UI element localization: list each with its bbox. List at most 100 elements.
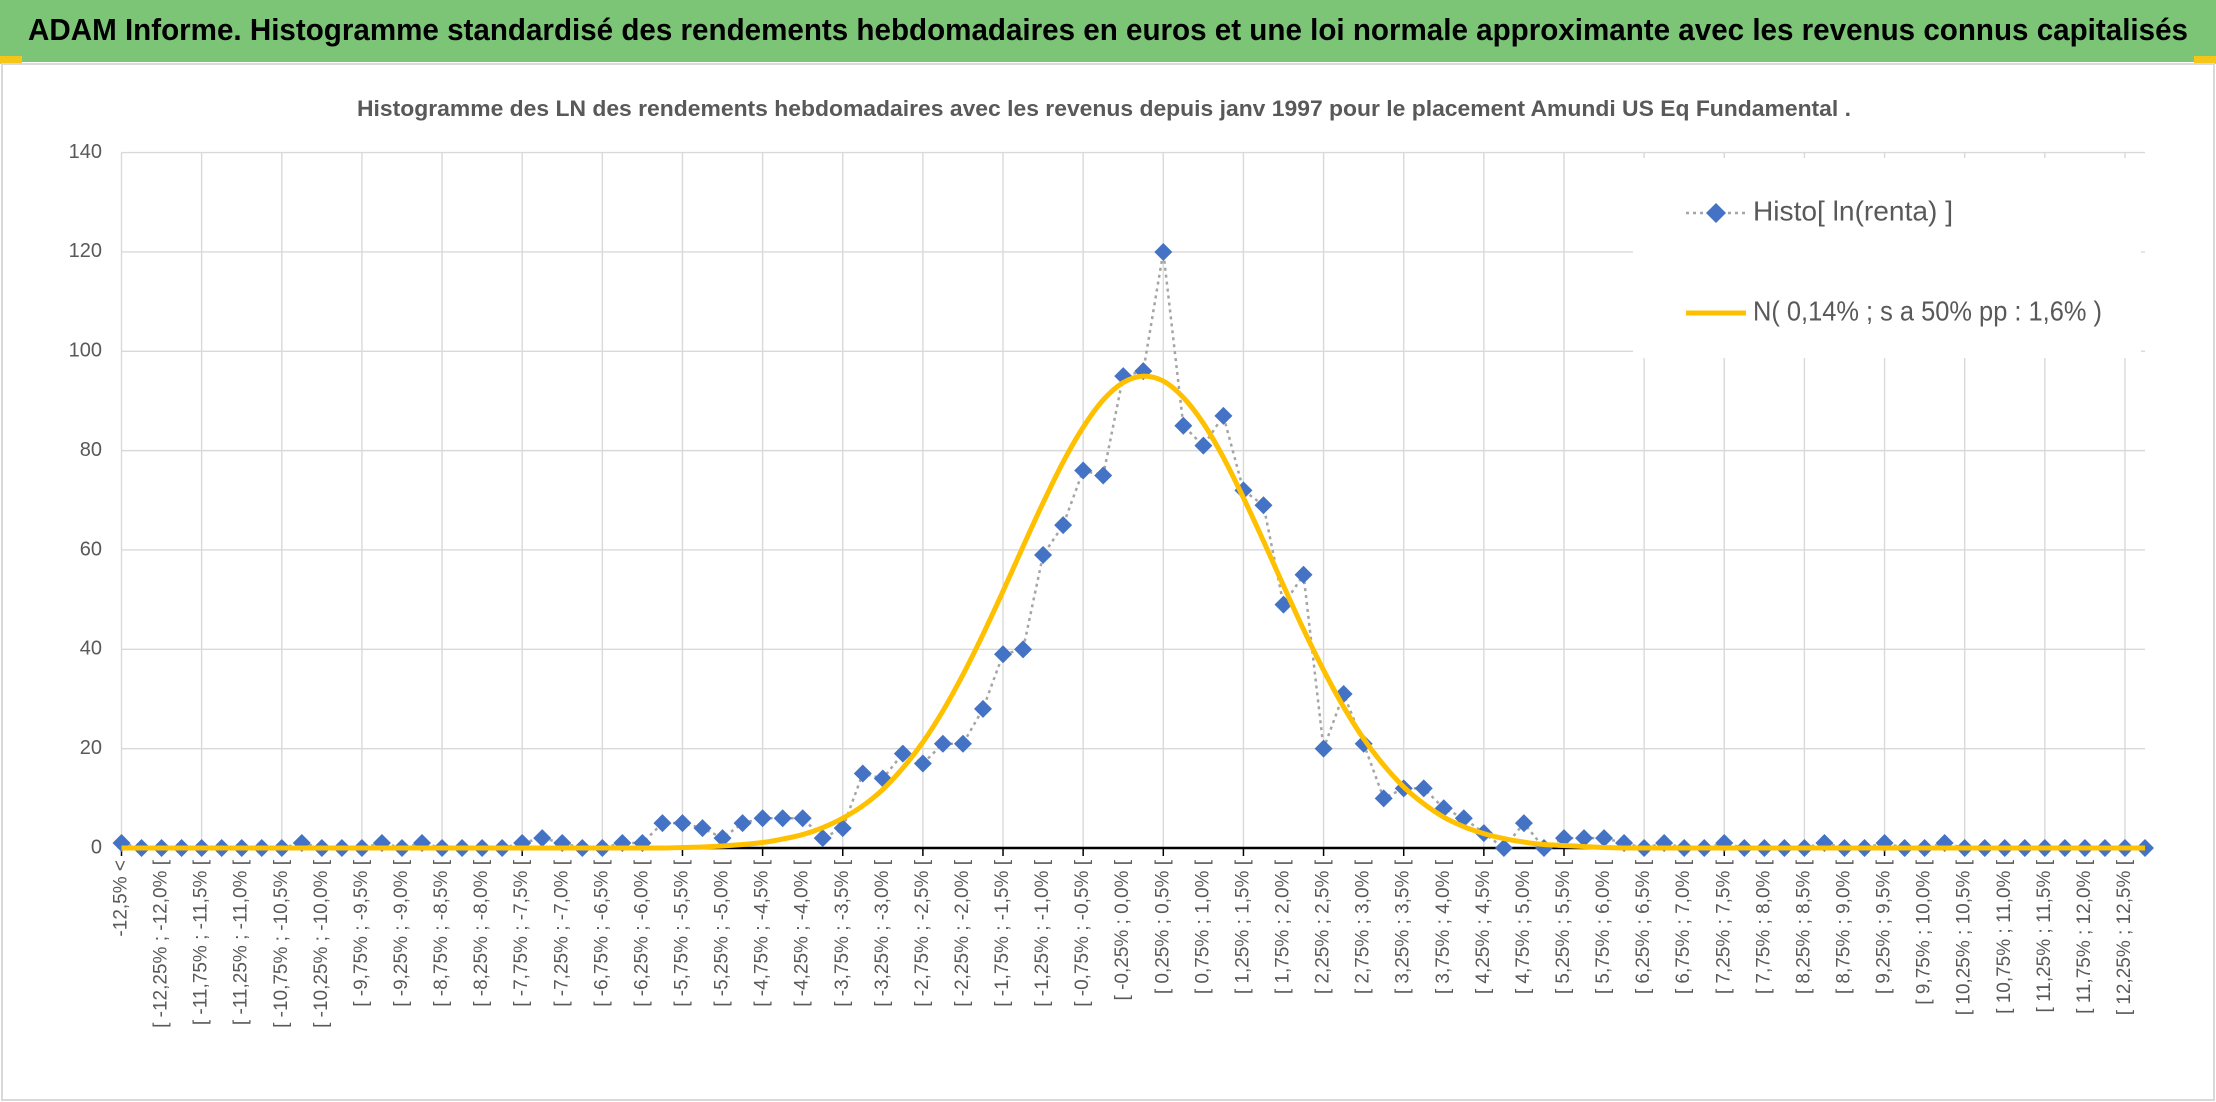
x-tick-label: [ 3,25% ; 3,5% [ bbox=[1393, 859, 1414, 994]
data-point bbox=[1034, 545, 1053, 564]
legend-label: N( 0,14% ; s a 50% pp : 1,6% ) bbox=[1753, 295, 2102, 326]
data-point bbox=[1514, 814, 1533, 833]
data-point bbox=[1074, 461, 1093, 480]
x-tick-label: [ -0,25% ; 0,0% [ bbox=[1112, 859, 1133, 1000]
data-point bbox=[693, 819, 712, 838]
x-tick-label: [ -11,25% ; -11,0% [ bbox=[231, 859, 252, 1025]
data-point bbox=[833, 819, 852, 838]
x-tick-label: [ -11,75% ; -11,5% [ bbox=[191, 859, 212, 1025]
x-tick-label: [ 11,75% ; 12,0% [ bbox=[2074, 859, 2095, 1014]
x-tick-label: [ -3,75% ; -3,5% [ bbox=[832, 859, 853, 1007]
corner-accent bbox=[0, 56, 22, 64]
x-tick-label: [ 4,25% ; 4,5% [ bbox=[1473, 859, 1494, 994]
data-point bbox=[1094, 466, 1113, 485]
data-point bbox=[893, 744, 912, 763]
x-tick-label: -12,5% < bbox=[111, 860, 132, 937]
x-tick-label: [ 9,25% ; 9,5% [ bbox=[1874, 859, 1895, 994]
data-point bbox=[994, 645, 1013, 664]
x-tick-label: [ 0,75% ; 1,0% [ bbox=[1192, 859, 1213, 994]
legend-marker bbox=[1706, 203, 1726, 223]
x-tick-label: [ 10,75% ; 11,0% [ bbox=[1994, 859, 2015, 1014]
x-tick-label: [ -1,25% ; -1,0% [ bbox=[1032, 859, 1053, 1007]
data-point bbox=[1595, 829, 1614, 848]
data-point bbox=[813, 829, 832, 848]
x-tick-label: [ -8,25% ; -8,0% [ bbox=[471, 859, 492, 1007]
data-point bbox=[733, 814, 752, 833]
chart-subtitle: Histogramme des LN des rendements hebdom… bbox=[357, 96, 1851, 121]
data-point bbox=[953, 734, 972, 753]
data-point bbox=[1294, 565, 1313, 584]
y-tick-label: 20 bbox=[80, 737, 102, 759]
data-point bbox=[793, 809, 812, 828]
data-point bbox=[1054, 516, 1073, 535]
x-tick-label: [ -5,25% ; -5,0% [ bbox=[712, 859, 733, 1007]
data-point bbox=[1575, 829, 1594, 848]
x-tick-label: [ -7,25% ; -7,0% [ bbox=[551, 859, 572, 1007]
x-tick-label: [ 7,25% ; 7,5% [ bbox=[1713, 859, 1734, 994]
data-point bbox=[753, 809, 772, 828]
data-point bbox=[1194, 436, 1213, 455]
x-tick-label: [ 0,25% ; 0,5% [ bbox=[1152, 859, 1173, 994]
data-point bbox=[973, 699, 992, 718]
x-tick-label: [ -10,75% ; -10,5% [ bbox=[271, 859, 292, 1028]
x-tick-label: [ -3,25% ; -3,0% [ bbox=[872, 859, 893, 1007]
data-point bbox=[673, 814, 692, 833]
x-tick-label: [ 6,75% ; 7,0% [ bbox=[1673, 859, 1694, 994]
x-tick-label: [ -6,25% ; -6,0% [ bbox=[631, 859, 652, 1007]
x-tick-label: [ -8,75% ; -8,5% [ bbox=[431, 859, 452, 1007]
x-tick-label: [ 5,75% ; 6,0% [ bbox=[1593, 859, 1614, 994]
x-tick-label: [ 6,25% ; 6,5% [ bbox=[1633, 859, 1654, 994]
x-tick-label: [ 8,25% ; 8,5% [ bbox=[1793, 859, 1814, 994]
data-point bbox=[1374, 789, 1393, 808]
data-point bbox=[853, 764, 872, 783]
x-tick-label: [ -1,75% ; -1,5% [ bbox=[992, 859, 1013, 1007]
legend: Histo[ ln(renta) ] N( 0,14% ; s a 50% pp … bbox=[1633, 158, 2141, 358]
x-tick-label: [ 8,75% ; 9,0% [ bbox=[1833, 859, 1854, 994]
x-tick-label: [ -10,25% ; -10,0% [ bbox=[311, 859, 332, 1028]
x-tick-label: [ -6,75% ; -6,5% [ bbox=[591, 859, 612, 1007]
data-point bbox=[1154, 242, 1173, 261]
x-tick-label: [ 9,75% ; 10,0% [ bbox=[1914, 859, 1935, 1004]
series-line bbox=[121, 373, 2145, 851]
data-point bbox=[933, 734, 952, 753]
data-point bbox=[773, 809, 792, 828]
y-tick-label: 40 bbox=[80, 638, 102, 660]
data-point bbox=[1174, 416, 1193, 435]
page-title: ADAM Informe. Histogramme standardisé de… bbox=[28, 12, 2188, 47]
chart-frame bbox=[1, 63, 2215, 1101]
x-tick-label: [ -4,75% ; -4,5% [ bbox=[752, 859, 773, 1007]
grid: 0 20 40 60 80 100 120 140 -12,5% < [ -12,25% ; -1… bbox=[69, 141, 2145, 1028]
x-tick-label: [ 2,25% ; 2,5% [ bbox=[1313, 859, 1334, 994]
x-tick-label: [ -12,25% ; -12,0% [ bbox=[151, 859, 172, 1028]
x-tick-label: [ 5,25% ; 5,5% [ bbox=[1553, 859, 1574, 994]
data-point bbox=[1254, 496, 1273, 515]
data-point bbox=[1494, 839, 1513, 857]
y-tick-label: 0 bbox=[91, 836, 102, 858]
x-tick-label: [ -5,75% ; -5,5% [ bbox=[671, 859, 692, 1007]
data-point bbox=[713, 829, 732, 848]
data-point bbox=[533, 829, 552, 848]
x-tick-label: [ 2,75% ; 3,0% [ bbox=[1353, 859, 1374, 994]
x-tick-label: [ 3,75% ; 4,0% [ bbox=[1433, 859, 1454, 994]
y-tick-label: 140 bbox=[69, 141, 102, 163]
data-point bbox=[653, 814, 672, 833]
x-tick-label: [ -2,25% ; -2,0% [ bbox=[952, 859, 973, 1007]
data-point bbox=[1014, 640, 1033, 659]
legend-box bbox=[1633, 158, 2141, 358]
legend-label: Histo[ ln(renta) ] bbox=[1753, 195, 1953, 226]
y-tick-label: 120 bbox=[69, 240, 102, 262]
title-bar bbox=[0, 0, 2216, 62]
x-tick-label: [ 10,25% ; 10,5% [ bbox=[1954, 859, 1975, 1015]
data-point bbox=[1554, 829, 1573, 848]
x-tick-label: [ 1,25% ; 1,5% [ bbox=[1232, 859, 1253, 994]
corner-accent bbox=[2194, 56, 2216, 64]
data-point bbox=[1414, 779, 1433, 798]
plot-area bbox=[112, 242, 2154, 857]
x-tick-label: [ -2,75% ; -2,5% [ bbox=[912, 859, 933, 1007]
x-tick-label: [ -4,25% ; -4,0% [ bbox=[792, 859, 813, 1007]
x-tick-label: [ 7,75% ; 8,0% [ bbox=[1753, 859, 1774, 994]
x-tick-label: [ -7,75% ; -7,5% [ bbox=[511, 859, 532, 1007]
y-tick-label: 100 bbox=[69, 340, 102, 362]
x-tick-label: [ -9,25% ; -9,0% [ bbox=[391, 859, 412, 1007]
